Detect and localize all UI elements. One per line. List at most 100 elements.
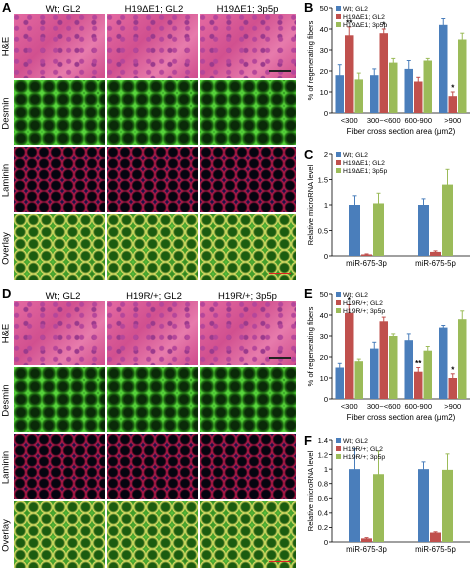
legend-swatch [336, 446, 341, 451]
bar [389, 62, 398, 113]
legend-label: H19ΔE1; 3p5p [343, 22, 387, 29]
bar [404, 68, 413, 113]
micrograph-he-h19de1 [107, 14, 198, 78]
panel-d: D Wt; GL2 H19R/+; GL2 H19R/+; 3p5p H&E D… [0, 286, 298, 570]
bar [345, 35, 354, 113]
micrograph-desmin-3p5p [200, 367, 296, 432]
bar [442, 469, 453, 542]
row-label-laminin: Laminin [0, 450, 12, 485]
chart-e: 0 10 20 30 40 50 % of regenerating fibers <300 3… [306, 290, 470, 422]
y-axis-label: % of regenerating fibers [306, 20, 315, 100]
column-header-h19de1-gl2: H19ΔE1; GL2 [124, 4, 184, 15]
y-tick-label: 1.5 [318, 175, 328, 184]
bar [354, 79, 363, 113]
micrograph-overlay-3p5p [200, 501, 296, 568]
chart-b: 0 10 20 30 40 50 % of regenerating fibers <300 3… [306, 4, 470, 136]
bar [354, 361, 363, 399]
legend-label: H19R/+; GL2 [343, 300, 383, 307]
panel-label-d: D [2, 286, 12, 301]
y-tick-label: 30 [320, 46, 328, 55]
bar [430, 532, 441, 542]
y-tick-label: 0 [324, 538, 328, 547]
panel-label-a: A [2, 0, 12, 15]
significance-marker: * [382, 21, 386, 30]
y-tick-label: 20 [320, 353, 328, 362]
bar [370, 348, 379, 399]
legend-label: H19R/+; 3p5p [343, 308, 385, 315]
legend-swatch [336, 6, 341, 11]
micrograph-laminin-3p5p [200, 147, 296, 212]
bar [349, 205, 360, 256]
bar [349, 469, 360, 542]
y-tick-label: 10 [320, 374, 328, 383]
y-tick-label: 1.4 [318, 436, 328, 445]
y-tick-label: 10 [320, 88, 328, 97]
x-tick-label: >900 [444, 402, 461, 411]
x-tick-label: 600-900 [404, 116, 432, 125]
x-axis-label: Fiber cross section area (μm2) [347, 413, 456, 422]
bar [439, 24, 448, 113]
panel-label-b: B [304, 0, 314, 15]
bar [361, 254, 372, 256]
legend-label: H19R/+; GL2 [343, 446, 383, 453]
y-tick-label: 1 [324, 465, 328, 474]
panel-label-f: F [304, 433, 312, 448]
micrograph-desmin-wt [14, 367, 105, 432]
bar [458, 319, 467, 399]
legend-label: H19ΔE1; GL2 [343, 14, 385, 21]
panel-a: A Wt; GL2 H19ΔE1; GL2 H19ΔE1; 3p5p H&E D… [0, 0, 298, 282]
bar [442, 184, 453, 256]
legend-swatch [336, 438, 341, 443]
y-tick-label: 0.8 [318, 480, 328, 489]
micrograph-laminin-3p5p [200, 434, 296, 499]
y-tick-label: 0 [324, 252, 328, 261]
row-label-laminin: Laminin [0, 163, 12, 198]
micrograph-overlay-h19r [107, 501, 198, 568]
x-tick-label: miR-675-5p [415, 259, 456, 268]
micrograph-laminin-h19r [107, 434, 198, 499]
row-label-overlay: Overlay [0, 232, 12, 265]
scale-bar [269, 357, 291, 359]
micrograph-overlay-3p5p [200, 214, 296, 280]
legend-label: H19ΔE1; GL2 [343, 160, 385, 167]
column-header-wt-gl2: Wt; GL2 [45, 4, 81, 15]
legend-label: H19R/+; 3p5p [343, 454, 385, 461]
legend-label: Wt; GL2 [343, 152, 368, 159]
row-label-he: H&E [0, 36, 12, 57]
bar [458, 39, 467, 113]
y-tick-label: 2 [324, 150, 328, 159]
micrograph-laminin-h19de1 [107, 147, 198, 212]
bar [423, 60, 432, 113]
y-tick-label: 1 [324, 201, 328, 210]
column-header-h19de1-3p5p: H19ΔE1; 3p5p [216, 4, 279, 15]
y-tick-label: 40 [320, 311, 328, 320]
x-tick-label: 300~<600 [367, 116, 401, 125]
y-tick-label: 40 [320, 25, 328, 34]
legend-label: Wt; GL2 [343, 438, 368, 445]
legend-swatch [336, 454, 341, 459]
chart-c: 0 0.5 1 1.5 2 Relative microRNA level miR-675-… [306, 150, 470, 268]
bar [414, 81, 423, 113]
micrograph-he-wt [14, 301, 105, 365]
micrograph-overlay-h19de1 [107, 214, 198, 280]
y-tick-label: 0.2 [318, 523, 328, 532]
x-tick-label: >900 [444, 116, 461, 125]
micrograph-desmin-h19de1 [107, 80, 198, 145]
bar [439, 327, 448, 399]
x-tick-label: miR-675-3p [346, 545, 387, 554]
micrograph-he-wt [14, 14, 105, 78]
legend-swatch [336, 168, 341, 173]
micrograph-overlay-wt [14, 501, 105, 568]
row-label-desmin: Desmin [0, 384, 12, 417]
y-tick-label: 50 [320, 4, 328, 13]
x-tick-label: 300~<600 [367, 402, 401, 411]
micrograph-desmin-h19r [107, 367, 198, 432]
x-tick-label: miR-675-3p [346, 259, 387, 268]
row-label-he: H&E [0, 323, 12, 344]
y-tick-label: 0 [324, 109, 328, 118]
y-tick-label: 30 [320, 332, 328, 341]
bar [335, 367, 344, 399]
legend-swatch [336, 308, 341, 313]
column-header-wt-gl2: Wt; GL2 [45, 291, 81, 302]
